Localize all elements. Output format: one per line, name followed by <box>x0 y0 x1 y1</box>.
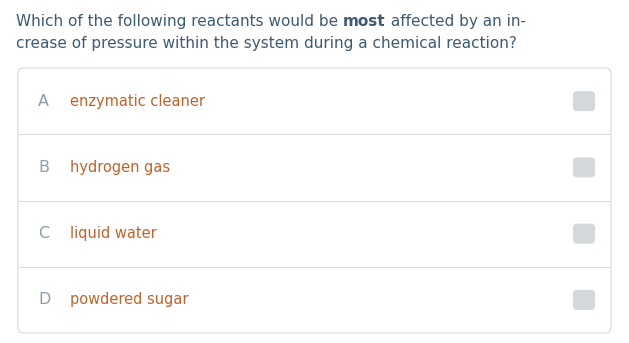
FancyBboxPatch shape <box>573 91 595 111</box>
Text: liquid water: liquid water <box>70 226 157 241</box>
FancyBboxPatch shape <box>573 224 595 244</box>
Text: most: most <box>343 14 386 29</box>
FancyBboxPatch shape <box>573 290 595 310</box>
Text: Which of the following reactants would be: Which of the following reactants would b… <box>16 14 343 29</box>
Text: D: D <box>38 292 50 307</box>
Text: B: B <box>38 160 49 175</box>
Text: powdered sugar: powdered sugar <box>70 292 189 307</box>
Text: A: A <box>38 94 49 109</box>
FancyBboxPatch shape <box>18 68 611 333</box>
Text: crease of pressure within the system during a chemical reaction?: crease of pressure within the system dur… <box>16 36 517 51</box>
FancyBboxPatch shape <box>573 157 595 177</box>
Text: enzymatic cleaner: enzymatic cleaner <box>70 94 205 109</box>
Text: C: C <box>38 226 49 241</box>
Text: hydrogen gas: hydrogen gas <box>70 160 170 175</box>
Text: affected by an in-: affected by an in- <box>386 14 526 29</box>
